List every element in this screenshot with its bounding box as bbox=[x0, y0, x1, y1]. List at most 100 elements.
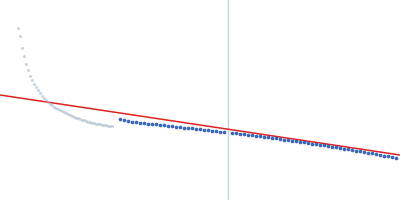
Point bbox=[337, 146, 343, 150]
Point bbox=[59, 109, 65, 113]
Point bbox=[95, 122, 101, 126]
Point bbox=[393, 156, 399, 160]
Point bbox=[47, 102, 53, 106]
Point bbox=[61, 110, 67, 114]
Point bbox=[75, 116, 81, 120]
Point bbox=[373, 152, 379, 156]
Point bbox=[253, 134, 259, 138]
Point bbox=[361, 150, 367, 154]
Point bbox=[137, 121, 143, 125]
Point bbox=[353, 149, 359, 153]
Point bbox=[261, 135, 267, 139]
Point bbox=[273, 136, 279, 140]
Point bbox=[71, 115, 77, 119]
Point bbox=[41, 96, 47, 100]
Point bbox=[91, 121, 97, 125]
Point bbox=[103, 123, 109, 127]
Point bbox=[55, 107, 61, 111]
Point bbox=[221, 130, 227, 134]
Point bbox=[389, 155, 395, 159]
Point bbox=[233, 131, 239, 135]
Point bbox=[67, 113, 73, 117]
Point bbox=[77, 117, 83, 121]
Point bbox=[249, 133, 255, 137]
Point bbox=[213, 129, 219, 133]
Point bbox=[241, 132, 247, 136]
Point bbox=[157, 123, 163, 127]
Point bbox=[209, 129, 215, 133]
Point bbox=[365, 151, 371, 155]
Point bbox=[29, 78, 35, 82]
Point bbox=[81, 118, 87, 122]
Point bbox=[325, 144, 331, 148]
Point bbox=[39, 94, 45, 98]
Point bbox=[109, 124, 115, 128]
Point bbox=[161, 123, 167, 127]
Point bbox=[63, 111, 69, 115]
Point bbox=[89, 121, 95, 125]
Point bbox=[293, 139, 299, 143]
Point bbox=[35, 88, 41, 92]
Point bbox=[349, 148, 355, 152]
Point bbox=[153, 122, 159, 126]
Point bbox=[329, 145, 335, 149]
Point bbox=[43, 98, 49, 102]
Point bbox=[377, 153, 383, 157]
Point bbox=[265, 135, 271, 139]
Point bbox=[321, 143, 327, 147]
Point bbox=[101, 123, 107, 127]
Point bbox=[19, 46, 25, 50]
Point bbox=[297, 140, 303, 144]
Point bbox=[33, 85, 39, 89]
Point bbox=[117, 117, 123, 121]
Point bbox=[85, 120, 91, 124]
Point bbox=[341, 147, 347, 151]
Point bbox=[51, 105, 57, 109]
Point bbox=[87, 120, 93, 124]
Point bbox=[385, 154, 391, 158]
Point bbox=[145, 122, 151, 126]
Point bbox=[69, 114, 75, 118]
Point bbox=[269, 136, 275, 140]
Point bbox=[25, 68, 31, 72]
Point bbox=[99, 123, 105, 127]
Point bbox=[83, 119, 89, 123]
Point bbox=[217, 130, 223, 134]
Point bbox=[141, 121, 147, 125]
Point bbox=[15, 26, 21, 30]
Point bbox=[333, 145, 339, 149]
Point bbox=[205, 128, 211, 132]
Point bbox=[229, 131, 235, 135]
Point bbox=[97, 122, 103, 126]
Point bbox=[345, 147, 351, 151]
Point bbox=[133, 120, 139, 124]
Point bbox=[277, 137, 283, 141]
Point bbox=[357, 149, 363, 153]
Point bbox=[245, 133, 251, 137]
Point bbox=[37, 91, 43, 95]
Point bbox=[107, 124, 113, 128]
Point bbox=[317, 143, 323, 147]
Point bbox=[125, 119, 131, 123]
Point bbox=[289, 139, 295, 143]
Point bbox=[121, 118, 127, 122]
Point bbox=[21, 54, 27, 58]
Point bbox=[237, 132, 243, 136]
Point bbox=[149, 122, 155, 126]
Point bbox=[281, 138, 287, 142]
Point bbox=[79, 118, 85, 122]
Point bbox=[129, 120, 135, 124]
Point bbox=[57, 108, 63, 112]
Point bbox=[185, 126, 191, 130]
Point bbox=[93, 122, 99, 126]
Point bbox=[193, 127, 199, 131]
Point bbox=[313, 142, 319, 146]
Point bbox=[197, 127, 203, 131]
Point bbox=[105, 124, 111, 128]
Point bbox=[169, 124, 175, 128]
Point bbox=[165, 124, 171, 128]
Point bbox=[305, 141, 311, 145]
Point bbox=[31, 82, 37, 86]
Point bbox=[285, 138, 291, 142]
Point bbox=[189, 126, 195, 130]
